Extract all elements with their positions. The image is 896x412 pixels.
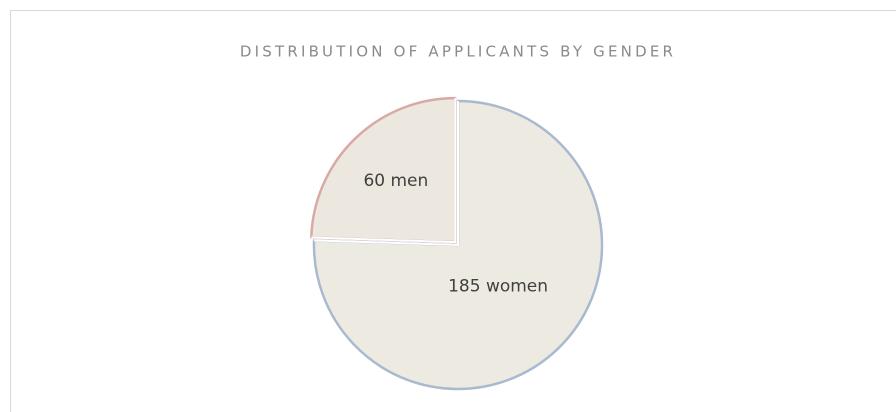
data-label: 60 men	[363, 171, 428, 191]
slice-edge	[314, 101, 459, 247]
pie-slice	[310, 96, 457, 244]
slice-edge	[311, 98, 457, 244]
data-label: 185 women	[448, 276, 548, 296]
chart-title: DISTRIBUTION OF APPLICANTS BY GENDER	[240, 43, 676, 61]
